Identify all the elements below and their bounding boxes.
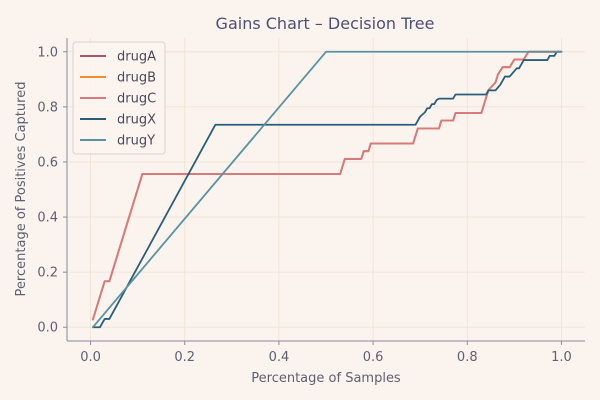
y-tick-label: 0.4 — [37, 211, 58, 226]
x-tick-label: 0.6 — [363, 350, 384, 365]
legend-label-drugY: drugY — [117, 134, 155, 149]
y-tick-label: 0.6 — [37, 155, 58, 170]
series-line-drugC — [92, 50, 563, 321]
series-line-drugY — [92, 50, 563, 329]
chart-title: Gains Chart – Decision Tree — [216, 14, 435, 33]
x-tick-label: 0.2 — [174, 350, 195, 365]
ticks: 0.0 0.2 0.4 0.6 0.8 1.0 0.0 0.2 0.4 0.6 0.8 1.0 — [37, 45, 571, 365]
x-tick-label: 0.0 — [80, 350, 101, 365]
y-tick-label: 0.2 — [37, 266, 58, 281]
y-tick-label: 1.0 — [37, 45, 58, 60]
y-tick-label: 0.8 — [37, 100, 58, 115]
legend: drugA drugB drugC drugX drugY — [72, 41, 166, 155]
legend-label-drugC: drugC — [117, 92, 156, 107]
axes — [66, 38, 585, 342]
grid — [67, 38, 585, 341]
series-line-drugX — [92, 50, 563, 329]
legend-frame — [72, 41, 166, 155]
series-lines — [92, 50, 563, 329]
legend-label-drugB: drugB — [117, 71, 156, 86]
x-axis-label: Percentage of Samples — [251, 371, 401, 386]
legend-label-drugA: drugA — [117, 50, 156, 65]
x-tick-label: 0.8 — [457, 350, 478, 365]
x-tick-label: 0.4 — [269, 350, 290, 365]
y-axis-label: Percentage of Positives Captured — [14, 82, 29, 297]
x-tick-label: 1.0 — [551, 350, 572, 365]
legend-label-drugX: drugX — [117, 113, 156, 128]
y-tick-label: 0.0 — [37, 321, 58, 336]
